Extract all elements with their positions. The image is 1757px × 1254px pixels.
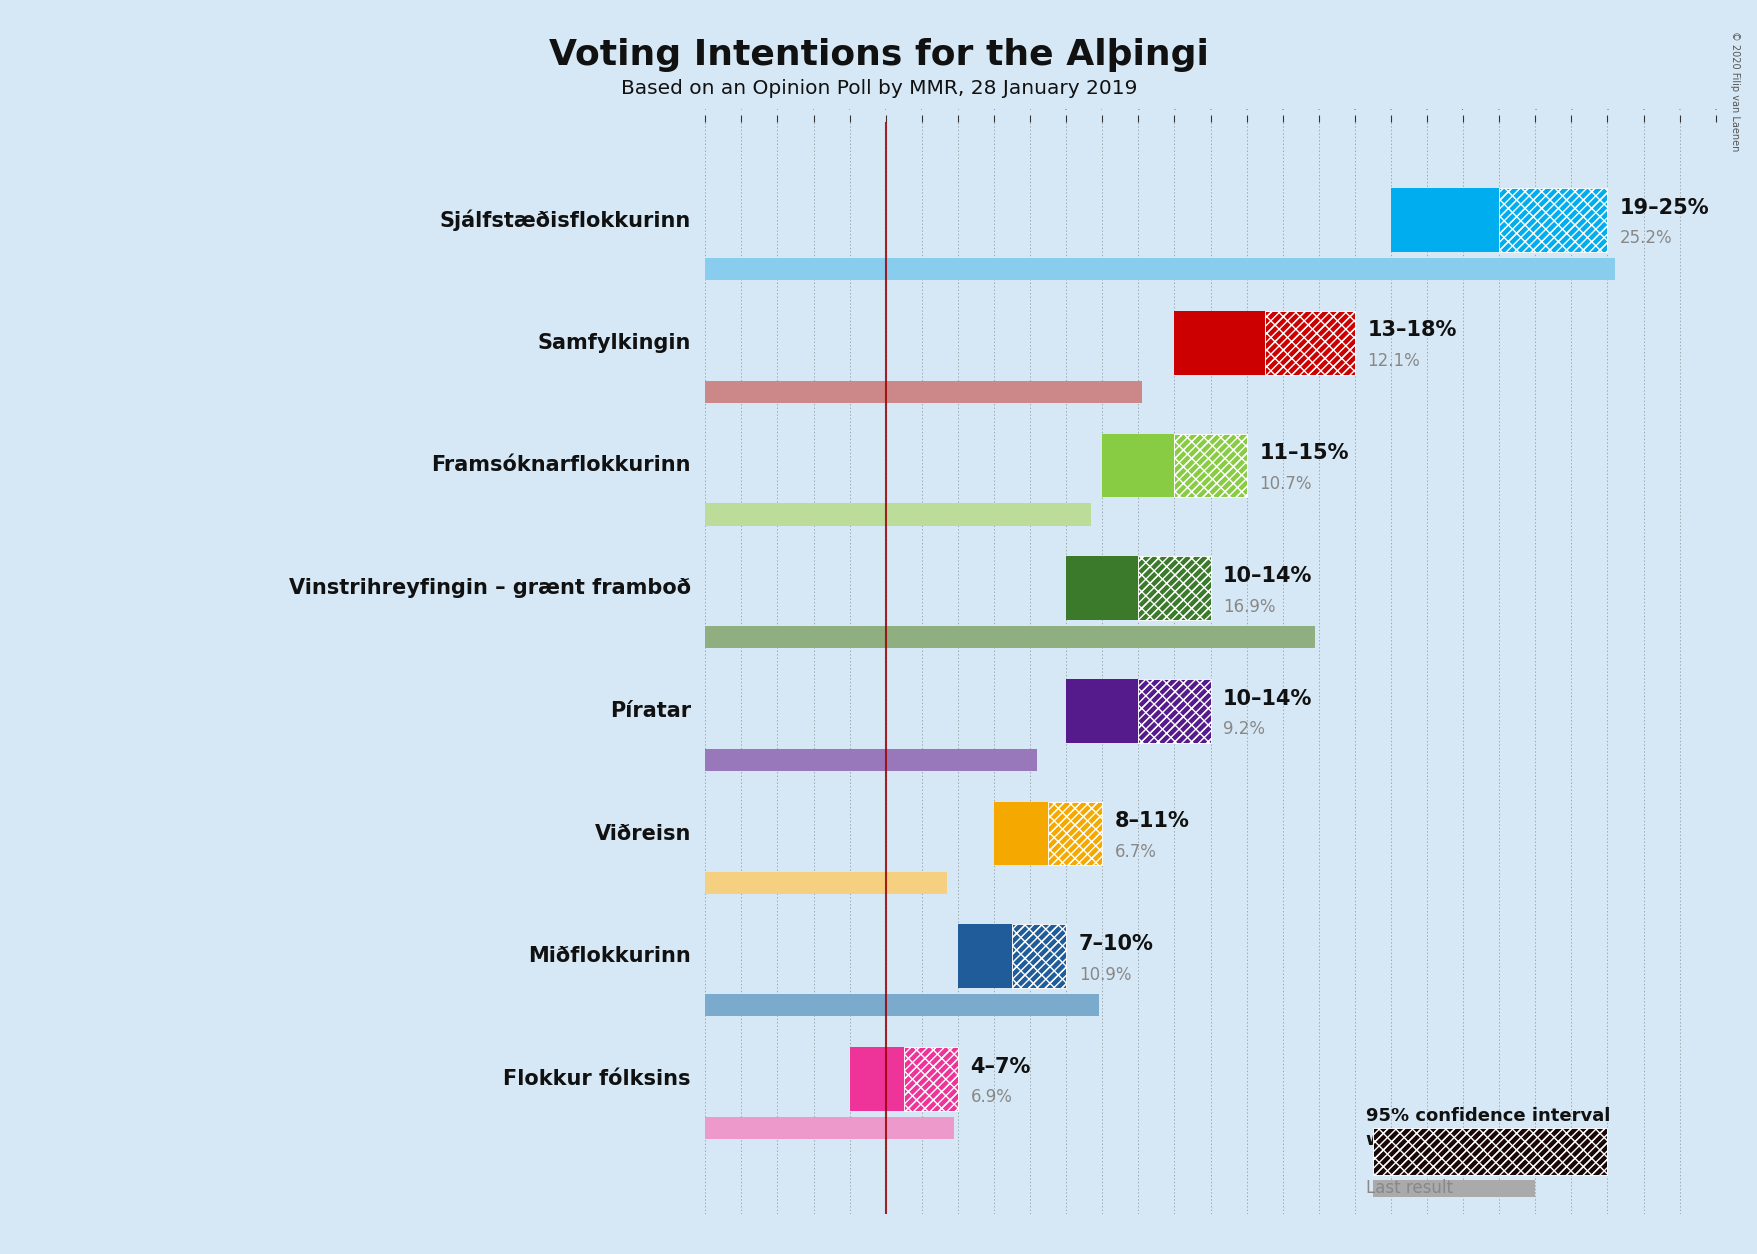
Text: with median: with median xyxy=(1365,1131,1490,1150)
Text: 25.2%: 25.2% xyxy=(1620,229,1673,247)
Text: Sjálfstæðisflokkurinn: Sjálfstæðisflokkurinn xyxy=(439,209,691,231)
Bar xyxy=(903,1047,958,1111)
Bar xyxy=(1263,311,1355,375)
Text: Samfylkingin: Samfylkingin xyxy=(538,332,691,352)
Text: 12.1%: 12.1% xyxy=(1367,352,1420,370)
Bar xyxy=(705,749,1037,771)
Bar xyxy=(1174,434,1246,498)
Bar xyxy=(1139,557,1211,619)
Bar xyxy=(1139,678,1211,742)
Text: 10.7%: 10.7% xyxy=(1258,475,1311,493)
Bar xyxy=(705,626,1314,648)
Bar xyxy=(1012,924,1065,988)
Bar xyxy=(705,994,1098,1016)
Bar xyxy=(705,1117,954,1139)
Text: 19–25%: 19–25% xyxy=(1620,198,1710,218)
Bar xyxy=(705,258,1613,280)
Bar xyxy=(1372,1180,1534,1196)
Bar xyxy=(1139,678,1211,742)
Bar xyxy=(1065,557,1211,619)
Text: 4–7%: 4–7% xyxy=(970,1057,1030,1077)
Text: Voting Intentions for the Alþingi: Voting Intentions for the Alþingi xyxy=(548,38,1209,71)
Bar xyxy=(1499,188,1606,252)
Text: 10–14%: 10–14% xyxy=(1223,566,1312,586)
Text: 6.9%: 6.9% xyxy=(970,1088,1012,1106)
Bar xyxy=(1065,678,1211,742)
Bar xyxy=(903,1047,958,1111)
Text: Viðreisn: Viðreisn xyxy=(594,824,691,844)
Bar xyxy=(1174,311,1355,375)
Text: 10.9%: 10.9% xyxy=(1079,966,1132,983)
Bar xyxy=(1390,188,1606,252)
Bar xyxy=(1047,801,1102,865)
Bar xyxy=(849,1047,958,1111)
Bar xyxy=(705,381,1142,403)
Text: 95% confidence interval: 95% confidence interval xyxy=(1365,1107,1609,1125)
Text: Last result: Last result xyxy=(1365,1179,1451,1198)
Text: © 2020 Filip van Laenen: © 2020 Filip van Laenen xyxy=(1729,31,1739,152)
Bar xyxy=(1372,1129,1606,1175)
Bar xyxy=(1174,434,1246,498)
Text: 9.2%: 9.2% xyxy=(1223,720,1265,739)
Bar xyxy=(958,924,1065,988)
Text: Based on an Opinion Poll by MMR, 28 January 2019: Based on an Opinion Poll by MMR, 28 Janu… xyxy=(620,79,1137,98)
Text: 16.9%: 16.9% xyxy=(1223,598,1276,616)
Bar xyxy=(705,503,1091,525)
Bar xyxy=(1263,311,1355,375)
Text: 6.7%: 6.7% xyxy=(1114,843,1156,861)
Bar xyxy=(1047,801,1102,865)
Bar xyxy=(993,801,1102,865)
Text: 11–15%: 11–15% xyxy=(1258,443,1348,463)
Text: 13–18%: 13–18% xyxy=(1367,321,1457,340)
Text: 8–11%: 8–11% xyxy=(1114,811,1189,831)
Text: Miðflokkurinn: Miðflokkurinn xyxy=(527,947,691,967)
Bar xyxy=(705,872,947,894)
Bar xyxy=(1372,1129,1606,1175)
Text: Flokkur fólksins: Flokkur fólksins xyxy=(503,1068,691,1088)
Bar xyxy=(1499,188,1606,252)
Bar xyxy=(1139,557,1211,619)
Text: 10–14%: 10–14% xyxy=(1223,688,1312,709)
Bar xyxy=(1012,924,1065,988)
Text: 7–10%: 7–10% xyxy=(1079,934,1153,954)
Text: Framsóknarflokkurinn: Framsóknarflokkurinn xyxy=(430,455,691,475)
Text: Vinstrihreyfingin – grænt framboð: Vinstrihreyfingin – grænt framboð xyxy=(288,578,691,598)
Bar xyxy=(1102,434,1246,498)
Text: Píratar: Píratar xyxy=(610,701,691,721)
